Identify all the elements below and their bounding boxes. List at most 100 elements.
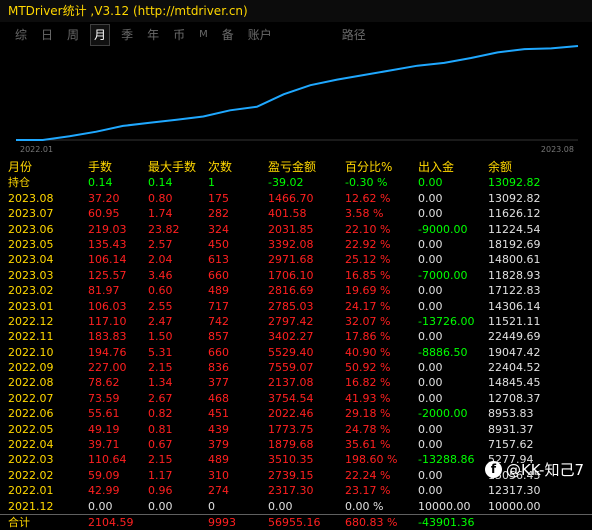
table-row-cell-1: 60.95 xyxy=(88,207,120,221)
table-row: 2022.09 227.00 2.15 836 7559.07 50.92 % 0.00 22… xyxy=(0,360,592,375)
table-row: 2022.10 194.76 5.31 660 5529.40 40.90 % -8886.… xyxy=(0,345,592,360)
table-row-cell-6: 10000.00 xyxy=(418,499,471,513)
total-row-cell-6: -43901.36 xyxy=(418,515,475,529)
table-row-cell-6: 0.00 xyxy=(418,376,443,390)
table-row-cell-3: 310 xyxy=(208,468,229,482)
table-row-cell-4: 2816.69 xyxy=(268,284,314,298)
table-row-cell-7: 11626.12 xyxy=(488,207,541,221)
table-row-cell-7: 14306.14 xyxy=(488,299,541,313)
table-header-cell-6: 出入金 xyxy=(418,160,455,174)
table-row-cell-3: 717 xyxy=(208,299,229,313)
table-row-cell-3: 450 xyxy=(208,237,229,251)
table-row: 2022.12 117.10 2.47 742 2797.42 32.07 % -13726… xyxy=(0,314,592,329)
tab-7[interactable]: M xyxy=(199,29,208,40)
tab-6[interactable]: 币 xyxy=(173,28,186,42)
table-row-cell-1: 81.97 xyxy=(88,284,120,298)
table-row-cell-7: 22449.69 xyxy=(488,330,541,344)
table-header: 月份 手数 最大手数 次数 盈亏金额 百分比% 出入金 余额 xyxy=(0,160,592,175)
table-header-cell-1: 手数 xyxy=(88,160,113,174)
tab-1[interactable]: 日 xyxy=(41,28,54,42)
table-row-cell-0: 2023.02 xyxy=(8,284,54,298)
tab-5[interactable]: 年 xyxy=(147,28,160,42)
table-row-cell-0: 2023.05 xyxy=(8,237,54,251)
table-row-cell-4: 7559.07 xyxy=(268,361,314,375)
table-row-cell-2: 0.60 xyxy=(148,284,173,298)
tab-2[interactable]: 周 xyxy=(67,28,80,42)
table-row: 2023.01 106.03 2.55 717 2785.03 24.17 % 0.00 14… xyxy=(0,299,592,314)
watermark: f @KK-知己7 xyxy=(484,459,584,480)
total-row-cell-0: 合计 xyxy=(8,515,30,529)
table-row-cell-1: 219.03 xyxy=(88,222,127,236)
table-row-cell-2: 1.34 xyxy=(148,376,173,390)
holding-row: 持仓 0.14 0.14 1 -39.02 -0.30 % 0.00 13092.82 xyxy=(0,175,592,190)
tab-3[interactable]: 月 xyxy=(90,24,111,46)
table-row-cell-6: -13726.00 xyxy=(418,314,475,328)
equity-chart: 2022.01 2023.08 xyxy=(8,44,582,154)
table-row-cell-3: 857 xyxy=(208,330,229,344)
table-row-cell-4: 3754.54 xyxy=(268,391,314,405)
table-row-cell-2: 0.96 xyxy=(148,484,173,498)
table-row-cell-4: 1773.75 xyxy=(268,422,314,436)
table-row-cell-7: 7157.62 xyxy=(488,438,534,452)
table-row-cell-4: 2971.68 xyxy=(268,253,314,267)
table-row-cell-1: 106.14 xyxy=(88,253,127,267)
total-row-cell-3: 9993 xyxy=(208,515,236,529)
table-row: 2022.08 78.62 1.34 377 2137.08 16.82 % 0.00 148… xyxy=(0,375,592,390)
tab-10[interactable]: 路径 xyxy=(341,28,366,42)
table-row-cell-7: 12317.30 xyxy=(488,484,541,498)
table-row-cell-2: 0.80 xyxy=(148,191,173,205)
table-row-cell-1: 55.61 xyxy=(88,407,120,421)
table-row: 2023.08 37.20 0.80 175 1466.70 12.62 % 0.00 130… xyxy=(0,191,592,206)
table-row-cell-2: 2.57 xyxy=(148,237,173,251)
table-row: 2023.03 125.57 3.46 660 1706.10 16.85 % -7000.… xyxy=(0,268,592,283)
table-row-cell-2: 0.00 xyxy=(148,499,173,513)
facebook-icon: f xyxy=(484,461,502,478)
table-row-cell-1: 37.20 xyxy=(88,191,120,205)
table-row-cell-2: 2.55 xyxy=(148,299,173,313)
table-row-cell-7: 10000.00 xyxy=(488,499,541,513)
table-row-cell-4: 401.58 xyxy=(268,207,307,221)
table-row-cell-6: 0.00 xyxy=(418,237,443,251)
table-row-cell-5: 12.62 % xyxy=(345,191,391,205)
table-row-cell-0: 2021.12 xyxy=(8,499,54,513)
table-row-cell-5: 29.18 % xyxy=(345,407,391,421)
table-row-cell-0: 2022.03 xyxy=(8,453,54,467)
table-row-cell-1: 42.99 xyxy=(88,484,120,498)
table-row: 2023.06 219.03 23.82 324 2031.85 22.10 % -9000… xyxy=(0,222,592,237)
table-row: 2023.04 106.14 2.04 613 2971.68 25.12 % 0.00 14… xyxy=(0,252,592,267)
table-row-cell-1: 106.03 xyxy=(88,299,127,313)
table-row: 2022.11 183.83 1.50 857 3402.27 17.86 % 0.00 22… xyxy=(0,329,592,344)
table-row-cell-3: 439 xyxy=(208,422,229,436)
table-row-cell-2: 1.50 xyxy=(148,330,173,344)
table-row-cell-0: 2022.01 xyxy=(8,484,54,498)
tab-8[interactable]: 备 xyxy=(221,28,234,42)
table-row-cell-3: 175 xyxy=(208,191,229,205)
table-row-cell-3: 282 xyxy=(208,207,229,221)
table-row-cell-6: 0.00 xyxy=(418,330,443,344)
table-row-cell-1: 0.00 xyxy=(88,499,113,513)
table-row: 2022.04 39.71 0.67 379 1879.68 35.61 % 0.00 715… xyxy=(0,437,592,452)
table-row-cell-2: 2.04 xyxy=(148,253,173,267)
table-row-cell-1: 59.09 xyxy=(88,468,120,482)
table-row: 2022.02 59.09 1.17 310 2739.15 22.24 % 0.00 150… xyxy=(0,468,592,483)
table-row-cell-7: 14845.45 xyxy=(488,376,541,390)
table-row-cell-1: 183.83 xyxy=(88,330,127,344)
table-row-cell-0: 2022.06 xyxy=(8,407,54,421)
table-row-cell-5: 25.12 % xyxy=(345,253,391,267)
table-row-cell-4: 1706.10 xyxy=(268,268,314,282)
tab-9[interactable]: 账户 xyxy=(247,28,272,42)
holding-row-cell-5: -0.30 % xyxy=(345,176,388,190)
table-row-cell-4: 1879.68 xyxy=(268,438,314,452)
table-row-cell-6: -2000.00 xyxy=(418,407,468,421)
table-row-cell-4: 2137.08 xyxy=(268,376,314,390)
tab-0[interactable]: 综 xyxy=(15,28,28,42)
table-header-cell-4: 盈亏金额 xyxy=(268,160,317,174)
window-title: MTDriver统计 ,V3.12 (http://mtdriver.cn) xyxy=(0,0,592,22)
watermark-text: @KK-知己7 xyxy=(505,461,584,479)
tab-4[interactable]: 季 xyxy=(121,28,134,42)
table-row-cell-5: 24.17 % xyxy=(345,299,391,313)
table-row: 2022.01 42.99 0.96 274 2317.30 23.17 % 0.00 123… xyxy=(0,483,592,498)
table-row-cell-0: 2022.11 xyxy=(8,330,54,344)
table-row-cell-7: 13092.82 xyxy=(488,191,541,205)
table-row-cell-4: 3402.27 xyxy=(268,330,314,344)
